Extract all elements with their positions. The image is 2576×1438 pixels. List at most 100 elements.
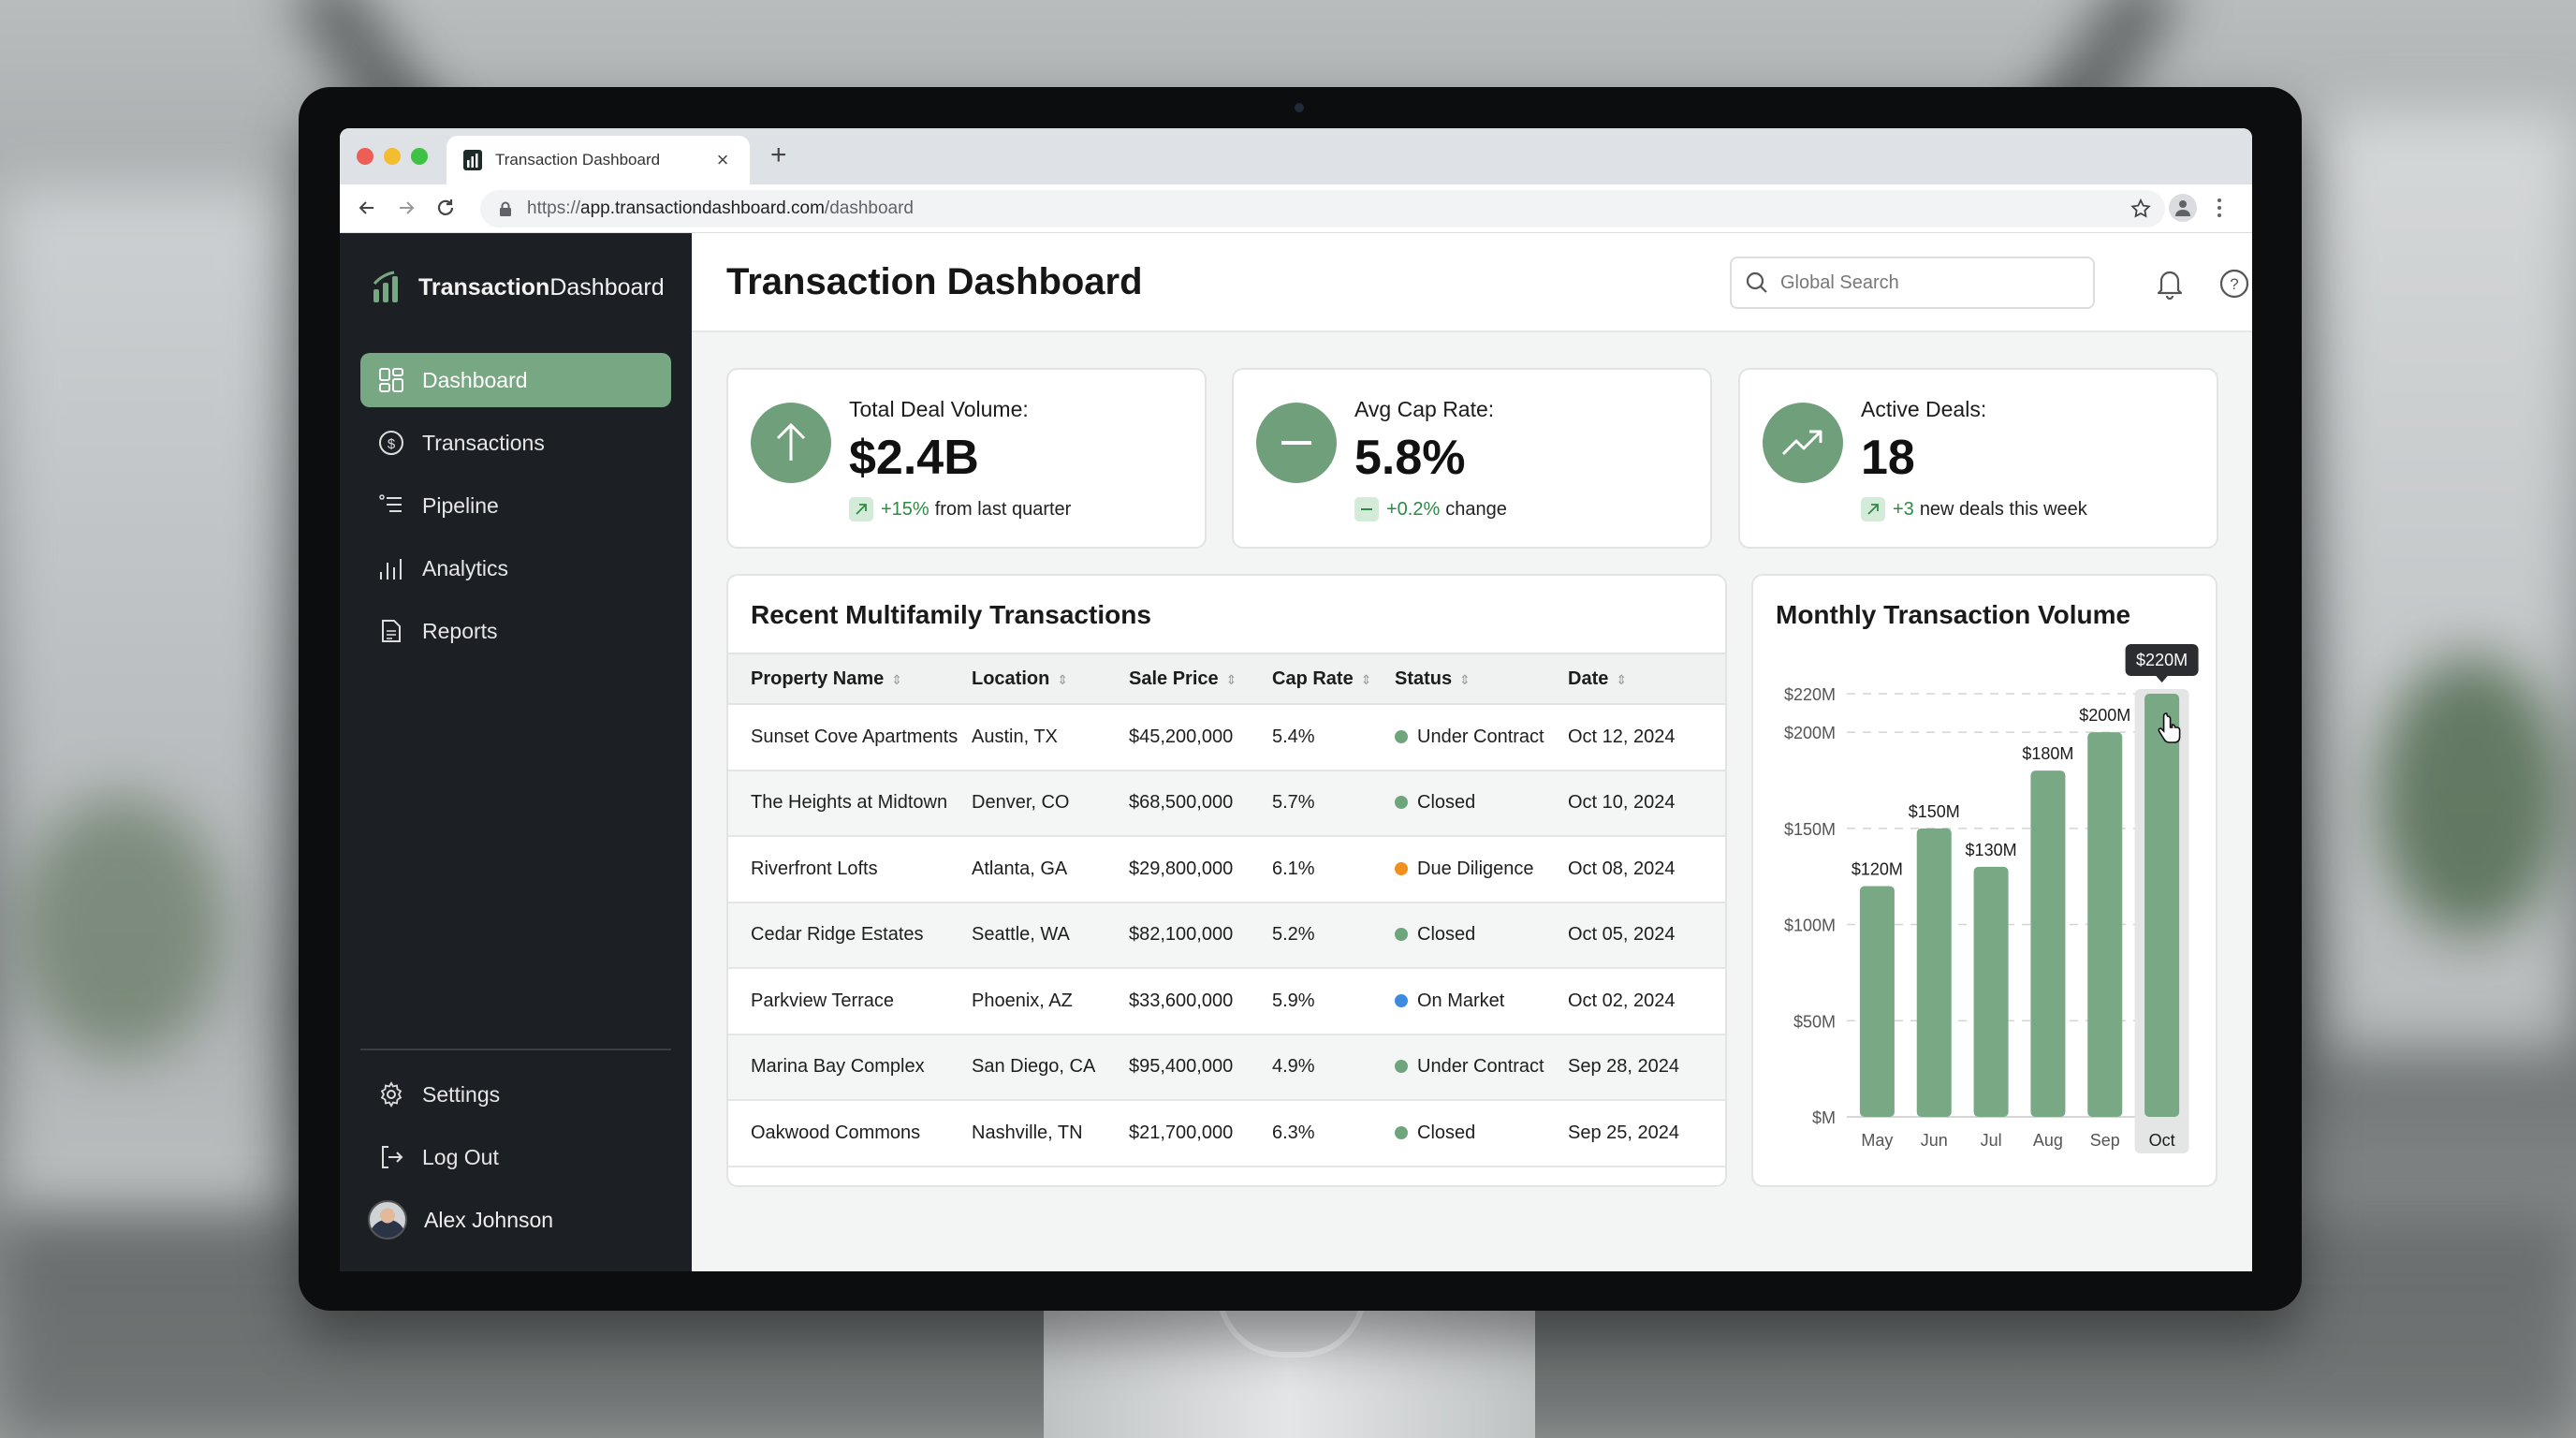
column-header-date[interactable]: Date ⇕ [1568, 668, 1628, 689]
sidebar-item-dashboard[interactable]: Dashboard [360, 353, 671, 407]
sidebar-item-logout[interactable]: Log Out [360, 1130, 671, 1184]
table-row[interactable]: Riverfront Lofts Atlanta, GA $29,800,000 6.… [728, 836, 1725, 902]
table-cell-price: $45,200,000 [1129, 726, 1234, 747]
list-icon [377, 492, 405, 520]
sidebar-item-settings[interactable]: Settings [360, 1067, 671, 1122]
table-cell-location: San Diego, CA [972, 1056, 1096, 1078]
table-row[interactable]: Parkview Terrace Phoenix, AZ $33,600,000 5.… [728, 968, 1725, 1034]
user-name: Alex Johnson [424, 1207, 554, 1232]
sidebar: TransactionDashboard Dashboard $ Transac… [340, 233, 692, 1271]
tab-title: Transaction Dashboard [495, 151, 661, 169]
table-cell-name: Sunset Cove Apartments [751, 726, 959, 747]
table-row[interactable]: Cedar Ridge Estates Seattle, WA $82,100,00… [728, 902, 1725, 968]
column-header-cap-rate[interactable]: Cap Rate ⇕ [1272, 668, 1372, 689]
status-dot-icon [1395, 796, 1408, 810]
table-cell-status: On Market [1395, 968, 1568, 1034]
back-button[interactable] [353, 194, 381, 222]
sidebar-item-transactions[interactable]: $ Transactions [360, 416, 671, 470]
bar-value-label: $130M [1966, 841, 2017, 859]
sidebar-item-label: Analytics [422, 555, 509, 580]
user-profile[interactable]: Alex Johnson [360, 1193, 671, 1247]
brand-logo[interactable]: TransactionDashboard [372, 271, 665, 304]
table-cell-status: Under Contract [1395, 1034, 1568, 1101]
table-cell-cap: 5.7% [1272, 792, 1315, 814]
status-dot-icon [1395, 1060, 1408, 1074]
stat-value: 18 [1861, 431, 1915, 485]
url-field[interactable]: https://app.transactiondashboard.com/das… [480, 190, 2165, 227]
bar-may[interactable] [1859, 886, 1895, 1117]
table-cell-date: Oct 05, 2024 [1568, 924, 1676, 946]
bar-aug[interactable] [2030, 770, 2066, 1117]
new-tab-button[interactable]: + [770, 139, 787, 170]
minimize-window-button[interactable] [384, 148, 401, 165]
bar-oct[interactable] [2144, 694, 2180, 1117]
maximize-window-button[interactable] [411, 148, 428, 165]
table-cell-location: Denver, CO [972, 792, 1070, 814]
sort-icon: ⇕ [891, 671, 903, 687]
sidebar-item-reports[interactable]: Reports [360, 604, 671, 658]
reload-button[interactable] [432, 194, 460, 222]
chart-tooltip [2125, 644, 2199, 676]
sidebar-item-pipeline[interactable]: Pipeline [360, 478, 671, 533]
table-cell-status: Closed [1395, 1100, 1568, 1167]
tooltip-pointer [2155, 675, 2169, 682]
table-cell-price: $21,700,000 [1129, 1122, 1234, 1143]
table-row[interactable]: Oakwood Commons Nashville, TN $21,700,000 6… [728, 1100, 1725, 1167]
close-window-button[interactable] [357, 148, 373, 165]
table-cell-name: The Heights at Midtown [751, 792, 948, 814]
help-button[interactable]: ? [2218, 268, 2250, 300]
minus-icon [1256, 403, 1337, 483]
column-header-sale-price[interactable]: Sale Price ⇕ [1129, 668, 1237, 689]
table-cell-status: Closed [1395, 770, 1568, 837]
profile-button[interactable] [2169, 194, 2197, 222]
table-cell-date: Oct 10, 2024 [1568, 792, 1676, 814]
transactions-table-card: Recent Multifamily Transactions Property… [726, 574, 1727, 1187]
table-cell-name: Cedar Ridge Estates [751, 924, 924, 946]
notifications-button[interactable] [2154, 268, 2186, 300]
browser-tab[interactable]: Transaction Dashboard × [446, 136, 750, 184]
arrow-up-icon [751, 403, 831, 483]
lock-icon [500, 201, 511, 216]
stat-delta: +15% from last quarter [849, 497, 1071, 521]
sidebar-item-label: Transactions [422, 430, 545, 455]
column-header-location[interactable]: Location ⇕ [972, 668, 1069, 689]
sidebar-item-analytics[interactable]: Analytics [360, 541, 671, 595]
close-tab-icon[interactable]: × [716, 148, 729, 171]
forward-button[interactable] [392, 194, 420, 222]
table-row[interactable]: The Heights at Midtown Denver, CO $68,500,… [728, 770, 1725, 837]
monthly-volume-bar-chart: $M $50M $100M $150M $200M $220M $120M May $150M J… [1784, 644, 2199, 1153]
bar-sep[interactable] [2087, 732, 2123, 1117]
table-cell-status: Due Diligence [1395, 836, 1568, 902]
page-title: Transaction Dashboard [726, 261, 1143, 302]
brand-name: TransactionDashboard [418, 273, 665, 301]
background-window [0, 187, 281, 1217]
column-header-property-name[interactable]: Property Name ⇕ [751, 668, 903, 689]
table-cell-location: Seattle, WA [972, 924, 1070, 946]
x-tick-label: Jun [1921, 1131, 1948, 1150]
table-cell-location: Nashville, TN [972, 1122, 1083, 1143]
logout-icon [377, 1143, 405, 1171]
dollar-circle-icon: $ [377, 429, 405, 457]
y-tick-label: $M [1812, 1108, 1836, 1127]
bar-jul[interactable] [1973, 866, 2009, 1117]
stat-card-total-deal-volume: Total Deal Volume: $2.4B +15% from last … [726, 368, 1207, 549]
monthly-volume-chart-card: Monthly Transaction Volume $M $50M $100M $1… [1751, 574, 2217, 1187]
trend-arrow-icon [1861, 497, 1885, 521]
bar-jun[interactable] [1916, 828, 1952, 1117]
browser-menu-button[interactable] [2210, 194, 2229, 222]
tooltip-text: $220M [2136, 651, 2188, 669]
browser-window: Transaction Dashboard × + https://app.tr… [340, 128, 2252, 1271]
document-icon [377, 617, 405, 645]
bookmark-star-icon[interactable] [2130, 198, 2152, 220]
hand-cursor-icon [2158, 712, 2181, 743]
sort-icon: ⇕ [1225, 671, 1237, 687]
global-search[interactable] [1730, 257, 2095, 309]
bar-value-label: $120M [1852, 859, 1903, 878]
app: TransactionDashboard Dashboard $ Transac… [340, 233, 2252, 1271]
y-tick-label: $50M [1793, 1012, 1836, 1031]
column-header-status[interactable]: Status ⇕ [1395, 668, 1471, 689]
table-row[interactable]: Sunset Cove Apartments Austin, TX $45,200,… [728, 704, 1725, 770]
page-header: Transaction Dashboard ? [692, 233, 2252, 332]
search-input[interactable] [1780, 271, 2080, 294]
table-row[interactable]: Marina Bay Complex San Diego, CA $95,400,0… [728, 1034, 1725, 1101]
